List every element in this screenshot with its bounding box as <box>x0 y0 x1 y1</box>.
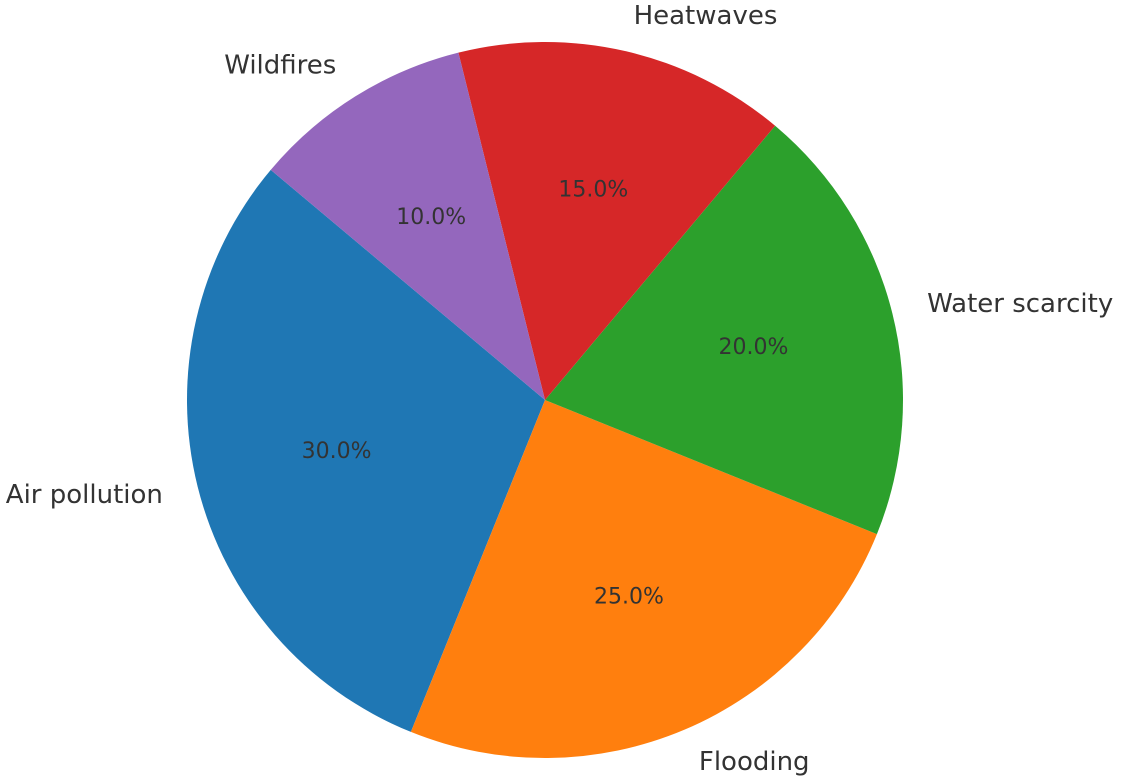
pct-label-water-scarcity: 20.0% <box>718 335 788 360</box>
slice-label-wildfires: Wildfires <box>224 51 336 81</box>
pie-slice-water-scarcity <box>545 125 903 535</box>
pie-slice-flooding <box>410 400 877 758</box>
pie-slice-air-pollution <box>187 169 545 732</box>
slice-label-water-scarcity: Water scarcity <box>927 289 1113 319</box>
slice-label-heatwaves: Heatwaves <box>634 1 778 31</box>
pie-slice-wildfires <box>270 52 545 401</box>
pct-label-heatwaves: 15.0% <box>558 178 628 203</box>
pct-label-flooding: 25.0% <box>594 585 664 610</box>
pct-label-wildfires: 10.0% <box>396 205 466 230</box>
pie-labels: Air pollution 30.0% Flooding 25.0% Water sca… <box>6 1 1113 777</box>
slice-label-flooding: Flooding <box>699 747 810 777</box>
pct-label-air-pollution: 30.0% <box>302 439 372 464</box>
pie-slice-heatwaves <box>458 41 776 400</box>
pie-slices <box>187 41 903 758</box>
slice-label-air-pollution: Air pollution <box>6 480 163 510</box>
